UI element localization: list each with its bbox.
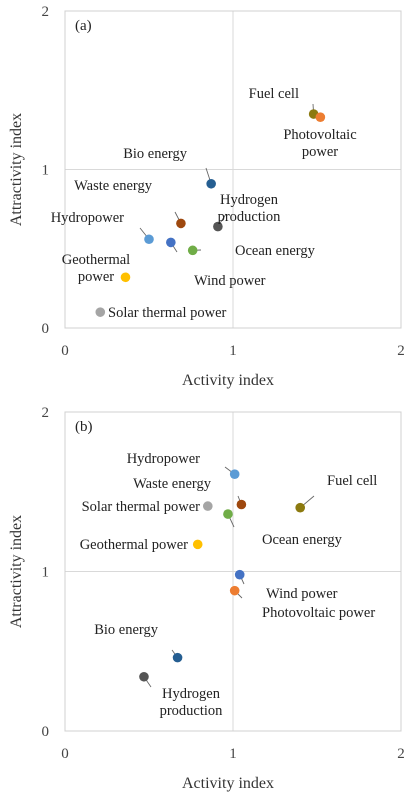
point-label-line: Hydropower (51, 210, 124, 226)
plot-frame (64, 411, 402, 732)
panel-a-scatter: 0 1 2 0 1 2 Activity index Attractivity index (a… (8, 4, 405, 389)
data-point (203, 501, 213, 511)
panel-label: (b) (75, 419, 93, 435)
point-label-line: Fuel cell (327, 473, 377, 489)
y-axis-title: Attractivity index (8, 113, 25, 226)
point-label-line: Waste energy (133, 476, 212, 492)
data-point (223, 509, 233, 519)
point-label: Solar thermal power (108, 305, 227, 321)
data-point (144, 234, 154, 245)
point-label: Geothermal power (62, 252, 130, 285)
point-label-line: Solar thermal power (108, 305, 227, 321)
point-label-line: Photovoltaic (283, 127, 356, 143)
point-label-line: production (160, 703, 224, 719)
point-label: Hydrogen production (160, 686, 224, 719)
point-label-line: Hydropower (127, 451, 200, 467)
point-label-line: Ocean energy (235, 243, 316, 259)
y-tick-label: 0 (42, 724, 50, 740)
point-label: Wind power (194, 273, 266, 289)
point-label-line: Waste energy (74, 178, 153, 194)
y-tick-label: 2 (42, 405, 50, 421)
point-label: Fuel cell (327, 473, 377, 489)
data-point (234, 569, 245, 580)
point-label-line: Bio energy (123, 146, 188, 162)
point-label-line: production (218, 209, 282, 225)
point-label-line: Solar thermal power (82, 499, 201, 515)
point-label: Fuel cell (249, 86, 299, 102)
point-label-line: Hydrogen (162, 686, 221, 702)
point-label: Hydrogen production (218, 192, 282, 225)
point-label: Bio energy (123, 146, 188, 162)
data-point (192, 539, 203, 550)
data-point (229, 469, 240, 480)
point-label-line: power (78, 269, 114, 285)
x-tick-label: 1 (229, 343, 237, 359)
x-tick-label: 2 (397, 746, 405, 762)
point-label-line: Bio energy (94, 622, 159, 638)
data-point (176, 218, 186, 229)
x-axis-title: Activity index (182, 775, 274, 792)
data-point (187, 245, 198, 256)
point-label-line: power (302, 144, 338, 160)
panel-label: (a) (75, 18, 92, 34)
data-point (295, 502, 306, 513)
x-tick-label: 1 (229, 746, 237, 762)
point-label-line: Fuel cell (249, 86, 299, 102)
x-tick-label: 0 (61, 746, 69, 762)
point-label: Geothermal power (80, 537, 188, 553)
point-label-line: Wind power (194, 273, 266, 289)
data-point (172, 652, 183, 663)
y-tick-label: 0 (42, 321, 50, 337)
data-point (206, 178, 216, 189)
point-label: Photovoltaic power (283, 127, 356, 160)
data-point (229, 585, 240, 596)
y-axis-title: Attractivity index (8, 515, 25, 628)
panel-b-scatter: 0 1 2 0 1 2 Activity index Attractivity index (b… (8, 405, 405, 792)
point-label: Ocean energy (262, 532, 343, 548)
point-label-line: Geothermal (62, 252, 130, 268)
point-label-line: Wind power (266, 586, 338, 602)
point-label: Waste energy (74, 178, 153, 194)
plot-frame (64, 10, 402, 329)
x-tick-label: 2 (397, 343, 405, 359)
data-point (166, 237, 176, 248)
data-point (213, 221, 223, 232)
y-tick-label: 2 (42, 4, 50, 20)
point-label: Photovoltaic power (262, 605, 375, 621)
data-point (236, 499, 247, 510)
data-point (95, 307, 106, 317)
point-label-line: Hydrogen (220, 192, 279, 208)
data-point (120, 272, 131, 283)
point-label-line: Geothermal power (80, 537, 188, 553)
point-label: Bio energy (94, 622, 159, 638)
y-tick-label: 1 (42, 163, 50, 179)
x-tick-label: 0 (61, 343, 69, 359)
x-axis-title: Activity index (182, 372, 274, 389)
point-label: Hydropower (127, 451, 200, 467)
point-label: Hydropower (51, 210, 124, 226)
point-label-line: Ocean energy (262, 532, 343, 548)
point-label: Ocean energy (235, 243, 316, 259)
point-label-line: Photovoltaic power (262, 605, 375, 621)
point-label: Waste energy (133, 476, 212, 492)
data-point (139, 671, 149, 682)
point-label: Solar thermal power (82, 499, 201, 515)
y-tick-label: 1 (42, 565, 50, 581)
point-label: Wind power (266, 586, 338, 602)
data-point (315, 112, 326, 122)
